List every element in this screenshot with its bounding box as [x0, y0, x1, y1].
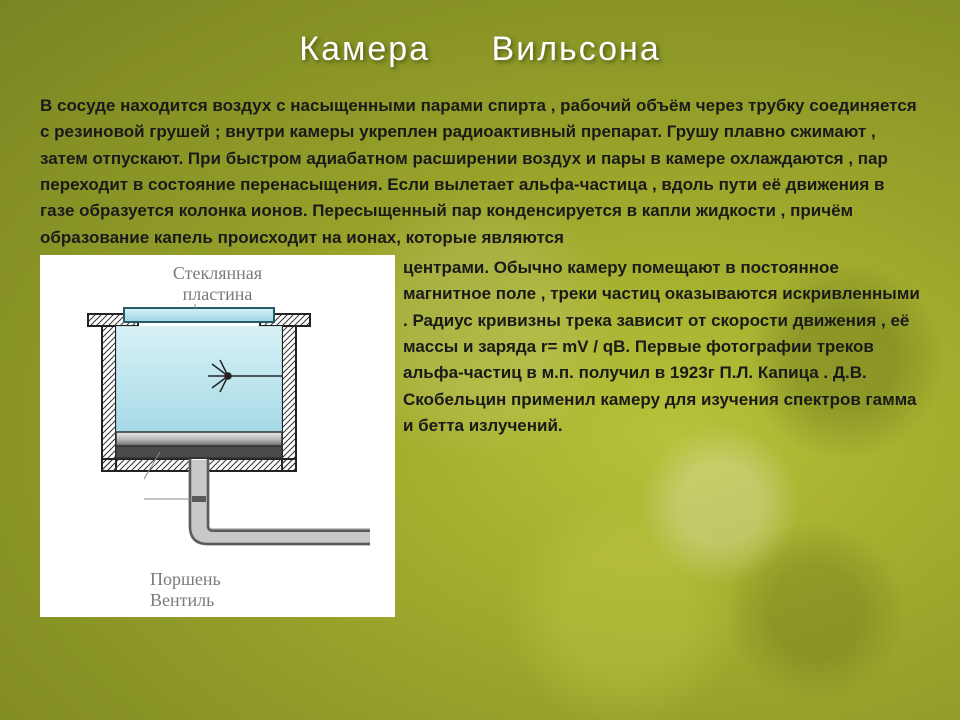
slide-container: Камера Вильсона В сосуде находится возду…: [0, 0, 960, 637]
right-column: центрами. Обычно камеру помещают в посто…: [395, 255, 920, 439]
diagram-label-bottom: ПоршеньВентиль: [40, 569, 395, 616]
cloud-chamber-diagram: Стекляннаяпластина: [40, 255, 395, 617]
diagram-svg: [40, 304, 395, 564]
continuation-paragraph: центрами. Обычно камеру помещают в посто…: [403, 255, 920, 439]
diagram-label-top: Стекляннаяпластина: [40, 255, 395, 304]
page-title: Камера Вильсона: [40, 30, 920, 69]
intro-paragraph: В сосуде находится воздух с насыщенными …: [40, 93, 920, 251]
lower-row: Стекляннаяпластина: [40, 255, 920, 617]
